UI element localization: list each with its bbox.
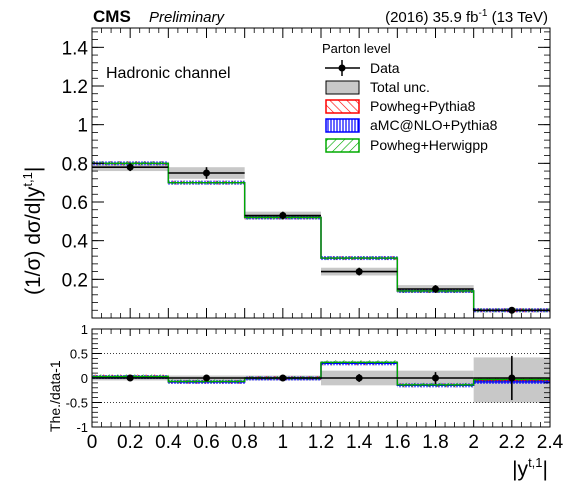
x-tick-label: 1	[278, 432, 289, 453]
y-tick-label: 0.6	[62, 193, 88, 214]
y-tick-label: 0.4	[62, 232, 89, 253]
y-tick-label: 0.8	[62, 154, 88, 175]
y-tick-label: 1	[81, 322, 88, 337]
legend-label-amcatnlo-pythia8: aMC@NLO+Pythia8	[370, 117, 498, 133]
data-point	[126, 374, 134, 382]
channel-annotation: Hadronic channel	[106, 65, 231, 82]
legend: Parton level Data Total unc. Powheg+Pyth…	[322, 41, 498, 153]
x-tick-label: 1.6	[384, 432, 410, 453]
status-label: Preliminary	[149, 9, 226, 26]
data-point	[279, 374, 287, 382]
y-tick-label: -0.5	[66, 396, 88, 411]
y-tick-label: 1.4	[62, 38, 89, 59]
y-tick-label: 1	[77, 116, 88, 137]
model-step-line	[92, 162, 550, 311]
y-tick-label: 0	[81, 371, 88, 386]
data-point	[432, 374, 439, 382]
legend-label-total-unc: Total unc.	[370, 79, 430, 95]
y-tick-label: -1	[76, 420, 88, 435]
data-point	[203, 374, 210, 382]
legend-label-powheg-herwigpp: Powheg+Herwigpp	[370, 137, 488, 153]
x-tick-label: 1.8	[422, 432, 448, 453]
x-tick-label: 0	[87, 432, 98, 453]
legend-title: Parton level	[322, 41, 391, 56]
data-point	[279, 212, 287, 220]
data-point	[355, 268, 363, 276]
y-tick-label: 1.2	[62, 77, 88, 98]
main-axis-ticks: 0.2 0.4 0.6 0.8 1 1.2 1.4	[62, 28, 551, 319]
x-tick-label: 2.2	[499, 432, 525, 453]
data-point	[432, 285, 439, 293]
x-tick-label: 0.6	[193, 432, 219, 453]
x-tick-label: 0.8	[231, 432, 257, 453]
legend-entry-powheg-herwigpp: Powheg+Herwigpp	[325, 137, 488, 153]
legend-entry-amcatnlo-pythia8: aMC@NLO+Pythia8	[325, 117, 498, 133]
x-tick-label: 2	[468, 432, 479, 453]
luminosity-label: (2016) 35.9 fb-1 (13 TeV)	[385, 8, 548, 26]
x-tick-label: 1.4	[346, 432, 373, 453]
main-model-steps	[92, 161, 550, 313]
data-point	[355, 374, 363, 382]
data-point	[203, 169, 210, 177]
x-tick-label: 0.2	[117, 432, 143, 453]
legend-entry-data: Data	[325, 60, 400, 76]
experiment-label: CMS	[93, 7, 131, 26]
x-tick-label: 0.4	[155, 432, 182, 453]
legend-entry-total-unc: Total unc.	[325, 79, 430, 95]
data-point	[126, 163, 134, 171]
x-tick-label: 2.4	[537, 432, 564, 453]
ratio-axis-ticks: -1 -0.5 0 0.5 1 0 0.2 0.4 0.6 0.8 1 1.2 1.4 1.6 1.8 2 2.…	[66, 322, 564, 453]
legend-label-powheg-pythia8: Powheg+Pythia8	[370, 98, 476, 114]
model-step-line	[92, 361, 550, 386]
ratio-reference-lines	[92, 353, 550, 403]
y-tick-label: 0.2	[62, 270, 88, 291]
ratio-data-points	[92, 355, 550, 401]
main-y-axis-label: (1/σ) dσ/d|yt,1|	[20, 167, 45, 295]
y-tick-label: 0.5	[70, 347, 88, 362]
ratio-y-axis-label: The./data-1	[47, 360, 63, 432]
legend-entry-powheg-pythia8: Powheg+Pythia8	[325, 98, 476, 114]
x-tick-label: 1.2	[308, 432, 334, 453]
data-point	[508, 374, 516, 382]
legend-label-data: Data	[370, 60, 400, 76]
x-axis-label: |yt,1|	[512, 455, 548, 481]
